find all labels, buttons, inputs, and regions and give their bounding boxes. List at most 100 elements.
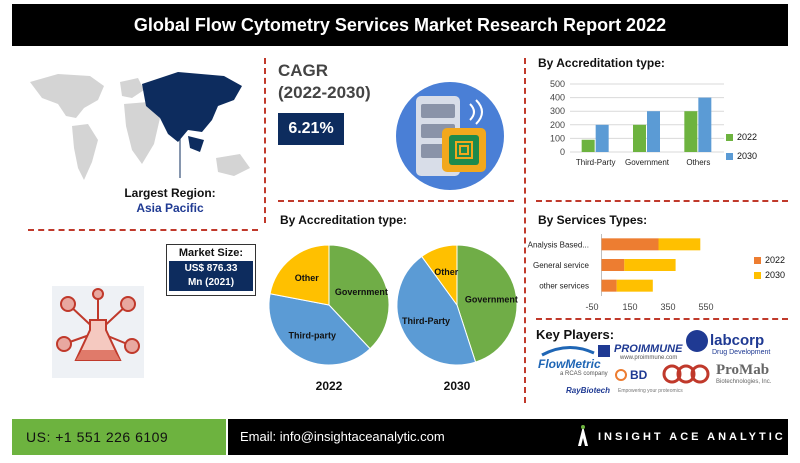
labcorp-mark-icon — [686, 330, 708, 352]
logo-raybiotech-sub: Empowering your proteomics — [618, 388, 683, 394]
divider-cagr — [278, 200, 514, 202]
proimmune-mark-icon — [598, 345, 610, 357]
pie-slice — [328, 244, 390, 350]
divider-region — [28, 229, 258, 231]
logo-flowmetric: FlowMetric — [538, 357, 601, 371]
services-bar-title: By Services Types: — [538, 213, 648, 227]
logo-labcorp-sub: Drug Development — [712, 349, 771, 356]
bar-2030 — [595, 124, 609, 152]
bar-2030 — [698, 97, 712, 152]
service-bar-2030 — [616, 279, 653, 292]
pie-slice-label: Government — [465, 295, 518, 305]
x-tick-label: Others — [686, 158, 710, 167]
x-tick-label: Third-Party — [576, 158, 616, 167]
pie-slice-label: Third-Party — [402, 316, 450, 326]
accreditation-bar-title: By Accreditation type: — [538, 56, 665, 70]
y-tick-label: 500 — [550, 79, 565, 89]
legend-item-2022: 2022 — [726, 132, 757, 142]
logo-bd: BD — [630, 368, 648, 382]
cagr-label-line2: (2022-2030) — [278, 83, 371, 102]
legend-2030-label: 2030 — [737, 151, 758, 161]
flowmetric-swoosh-icon — [540, 344, 596, 357]
footer-brand: INSIGHT ACE ANALYTIC — [598, 431, 786, 443]
bar-2022 — [684, 111, 698, 152]
largest-region-label: Largest Region: — [124, 186, 216, 200]
cagr-label: CAGR (2022-2030) — [278, 60, 371, 104]
category-label: Analysis Based... — [528, 240, 589, 249]
report-title: Global Flow Cytometry Services Market Re… — [12, 4, 788, 46]
logo-labcorp: labcorp — [710, 332, 765, 349]
service-bar-2022 — [601, 238, 659, 251]
promab-mark-icon — [662, 364, 710, 384]
insightace-logo-icon — [578, 425, 588, 446]
x-tick-label: Government — [625, 158, 670, 167]
pie-slice-label: Government — [335, 287, 388, 297]
pie-slice-label: Third-party — [288, 330, 336, 340]
bar-2022 — [633, 124, 646, 152]
service-bar-2030 — [624, 259, 676, 271]
pie-year-label: 2030 — [444, 379, 471, 393]
legend-item-2030: 2030 — [726, 151, 757, 161]
accreditation-pie-charts: Government Third-party Other 2022 Government… — [268, 244, 518, 393]
category-label: other services — [539, 282, 589, 291]
market-size-label: Market Size: — [178, 247, 244, 259]
x-tick-label: 150 — [622, 302, 637, 312]
world-map-icon — [30, 72, 250, 180]
service-bar-2022 — [601, 279, 617, 292]
pie-slice-label: Other — [434, 267, 459, 277]
x-tick-label: 350 — [660, 302, 675, 312]
pie-slice — [268, 293, 371, 366]
divider-bar — [536, 200, 788, 202]
logo-proimmune-sub: www.proimmune.com — [620, 355, 678, 361]
y-tick-label: 200 — [550, 120, 565, 130]
bar-2022 — [581, 139, 595, 152]
services-legend-2022: 2022 — [754, 255, 785, 265]
category-label: General service — [533, 261, 590, 270]
x-tick-label: 550 — [698, 302, 713, 312]
footer-bar — [228, 419, 788, 455]
largest-region-value: Asia Pacific — [136, 201, 204, 215]
accreditation-bar-legend: 2022 2030 — [726, 132, 757, 161]
divider-left — [264, 58, 266, 223]
pie-slice-label: Other — [295, 273, 320, 283]
market-size-value-line1: US$ 876.33 — [184, 263, 238, 274]
service-bar-2022 — [601, 259, 625, 271]
footer-email: Email: info@insightaceanalytic.com — [240, 429, 445, 444]
services-bar-legend: 2022 2030 — [754, 255, 785, 280]
divider-right — [524, 58, 526, 403]
logo-proimmune: PROIMMUNE — [614, 343, 683, 355]
accreditation-pie-title: By Accreditation type: — [280, 213, 407, 227]
logo-flowmetric-sub: a RCAS company — [560, 371, 608, 377]
services-legend-2022-label: 2022 — [765, 255, 786, 265]
bd-mark-icon — [615, 369, 627, 381]
pie-slice — [421, 244, 458, 307]
pie-slice — [396, 255, 477, 366]
y-tick-label: 400 — [550, 93, 565, 103]
logo-promab: ProMab — [716, 362, 770, 378]
cagr-value: 6.21% — [278, 113, 344, 145]
logo-raybiotech: RayBiotech — [566, 386, 611, 395]
footer-phone: US: +1 551 226 6109 — [12, 419, 226, 455]
y-tick-label: 300 — [550, 106, 565, 116]
legend-2022-label: 2022 — [737, 132, 758, 142]
bar-2030 — [647, 111, 660, 152]
cagr-label-line1: CAGR — [278, 61, 329, 80]
key-players-title: Key Players: — [536, 327, 615, 342]
service-bar-2030 — [658, 238, 701, 251]
y-tick-label: 0 — [560, 147, 565, 157]
x-tick-label: -50 — [585, 302, 598, 312]
market-size-value: US$ 876.33 Mn (2021) — [169, 261, 253, 291]
logo-promab-sub: Biotechnologies, Inc. — [716, 379, 772, 385]
accreditation-bar-chart: 0 100 200 300 400 500 Third-Party Government Oth… — [550, 79, 724, 167]
pie-slice — [456, 244, 518, 363]
pie-year-label: 2022 — [316, 379, 343, 393]
y-tick-label: 100 — [550, 133, 565, 143]
services-legend-2030-label: 2030 — [765, 270, 786, 280]
lab-flask-icon — [52, 286, 144, 378]
divider-services — [536, 318, 788, 320]
pie-slice — [269, 244, 330, 306]
market-size-box: Market Size: US$ 876.33 Mn (2021) — [166, 244, 256, 296]
services-legend-2030: 2030 — [754, 270, 785, 280]
server-chip-icon — [396, 82, 504, 190]
market-size-value-line2: Mn (2021) — [187, 277, 235, 288]
